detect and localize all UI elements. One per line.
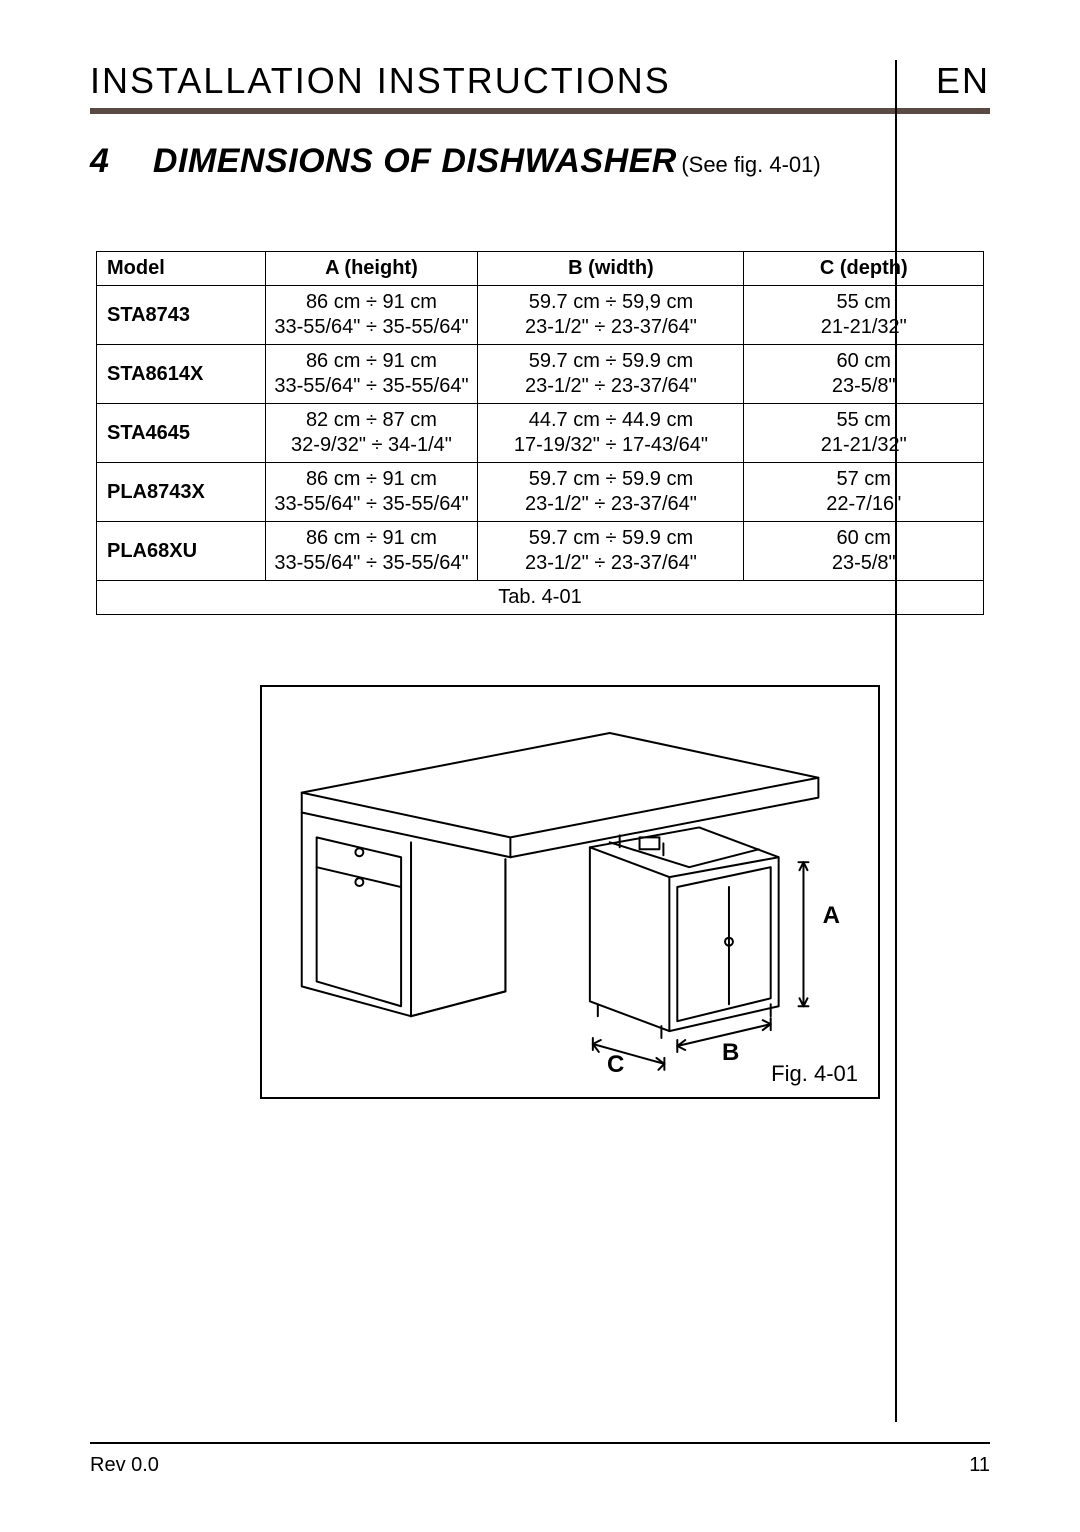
cell-width: 44.7 cm ÷ 44.9 cm17-19/32" ÷ 17-43/64" bbox=[478, 404, 744, 463]
dimensions-table-wrap: Model A (height) B (width) C (depth) STA… bbox=[96, 251, 984, 615]
section-heading: 4 DIMENSIONS OF DISHWASHER (See fig. 4-0… bbox=[90, 142, 990, 181]
cell-depth: 60 cm23-5/8" bbox=[744, 522, 984, 581]
dishwasher-diagram bbox=[262, 687, 878, 1097]
cell-model: PLA8743X bbox=[97, 463, 266, 522]
header-language: EN bbox=[916, 60, 990, 102]
col-model: Model bbox=[97, 252, 266, 286]
cell-width: 59.7 cm ÷ 59.9 cm23-1/2" ÷ 23-37/64" bbox=[478, 345, 744, 404]
cell-height: 86 cm ÷ 91 cm33-55/64" ÷ 35-55/64" bbox=[265, 345, 478, 404]
cell-width: 59.7 cm ÷ 59,9 cm23-1/2" ÷ 23-37/64" bbox=[478, 286, 744, 345]
header-rule bbox=[90, 108, 990, 114]
page-header: INSTALLATION INSTRUCTIONS EN bbox=[90, 60, 990, 102]
cell-width: 59.7 cm ÷ 59.9 cm23-1/2" ÷ 23-37/64" bbox=[478, 463, 744, 522]
table-row: STA8743 86 cm ÷ 91 cm33-55/64" ÷ 35-55/6… bbox=[97, 286, 984, 345]
col-depth: C (depth) bbox=[744, 252, 984, 286]
col-height: A (height) bbox=[265, 252, 478, 286]
figure-caption: Fig. 4-01 bbox=[771, 1061, 858, 1087]
section-subtitle: (See fig. 4-01) bbox=[681, 152, 820, 177]
cell-height: 82 cm ÷ 87 cm32-9/32" ÷ 34-1/4" bbox=[265, 404, 478, 463]
page-footer: Rev 0.0 11 bbox=[90, 1454, 990, 1477]
dim-label-a: A bbox=[823, 902, 840, 930]
table-caption-row: Tab. 4-01 bbox=[97, 581, 984, 615]
header-title: INSTALLATION INSTRUCTIONS bbox=[90, 60, 671, 102]
footer-rule bbox=[90, 1442, 990, 1444]
table-header-row: Model A (height) B (width) C (depth) bbox=[97, 252, 984, 286]
cell-model: PLA68XU bbox=[97, 522, 266, 581]
table-row: STA4645 82 cm ÷ 87 cm32-9/32" ÷ 34-1/4" … bbox=[97, 404, 984, 463]
footer-rev: Rev 0.0 bbox=[90, 1454, 159, 1477]
table-body: STA8743 86 cm ÷ 91 cm33-55/64" ÷ 35-55/6… bbox=[97, 286, 984, 615]
figure-box: A B C Fig. 4-01 bbox=[260, 685, 880, 1099]
col-width: B (width) bbox=[478, 252, 744, 286]
cell-width: 59.7 cm ÷ 59.9 cm23-1/2" ÷ 23-37/64" bbox=[478, 522, 744, 581]
cell-model: STA4645 bbox=[97, 404, 266, 463]
dim-label-b: B bbox=[722, 1039, 739, 1067]
cell-depth: 55 cm21-21/32" bbox=[744, 286, 984, 345]
cell-depth: 57 cm22-7/16" bbox=[744, 463, 984, 522]
cell-model: STA8614X bbox=[97, 345, 266, 404]
header-vline bbox=[895, 60, 897, 1422]
document-page: INSTALLATION INSTRUCTIONS EN 4 DIMENSION… bbox=[0, 0, 1080, 1532]
cell-height: 86 cm ÷ 91 cm33-55/64" ÷ 35-55/64" bbox=[265, 522, 478, 581]
dim-label-c: C bbox=[607, 1051, 624, 1079]
section-number: 4 bbox=[90, 142, 109, 181]
cell-depth: 55 cm21-21/32" bbox=[744, 404, 984, 463]
table-row: STA8614X 86 cm ÷ 91 cm33-55/64" ÷ 35-55/… bbox=[97, 345, 984, 404]
dimensions-table: Model A (height) B (width) C (depth) STA… bbox=[96, 251, 984, 615]
cell-height: 86 cm ÷ 91 cm33-55/64" ÷ 35-55/64" bbox=[265, 286, 478, 345]
table-row: PLA8743X 86 cm ÷ 91 cm33-55/64" ÷ 35-55/… bbox=[97, 463, 984, 522]
cell-depth: 60 cm23-5/8" bbox=[744, 345, 984, 404]
figure-wrap: A B C Fig. 4-01 bbox=[260, 685, 880, 1099]
cell-height: 86 cm ÷ 91 cm33-55/64" ÷ 35-55/64" bbox=[265, 463, 478, 522]
table-row: PLA68XU 86 cm ÷ 91 cm33-55/64" ÷ 35-55/6… bbox=[97, 522, 984, 581]
table-caption: Tab. 4-01 bbox=[97, 581, 984, 615]
footer-page: 11 bbox=[969, 1454, 990, 1477]
section-title: DIMENSIONS OF DISHWASHER bbox=[153, 142, 677, 180]
section-title-wrap: DIMENSIONS OF DISHWASHER (See fig. 4-01) bbox=[153, 142, 821, 181]
cell-model: STA8743 bbox=[97, 286, 266, 345]
